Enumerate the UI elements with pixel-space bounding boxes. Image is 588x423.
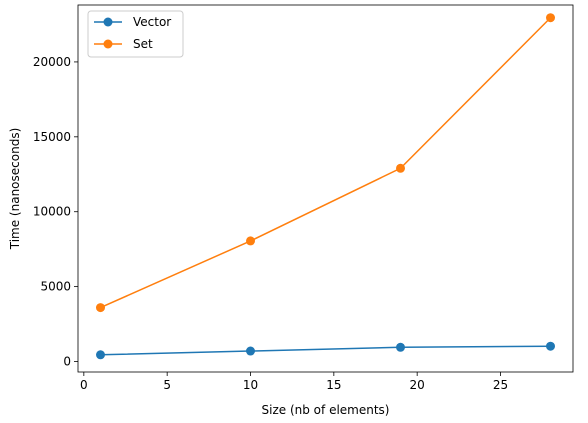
set-data-point [246,236,255,246]
vector-data-point [396,342,405,352]
y-tick-label: 15000 [33,130,71,144]
x-tick-label: 5 [163,378,171,392]
legend-set-marker [103,39,113,49]
y-tick-label: 20000 [33,55,71,69]
legend-set-label: Set [133,37,153,51]
y-axis-ticks: 0 5000 10000 15000 20000 [33,55,78,369]
legend-vector-label: Vector [133,15,171,29]
axes-frame [77,4,574,373]
set-series-line [100,17,552,309]
x-axis-label: Size (nb of elements) [262,403,390,417]
vector-data-point [96,350,105,360]
x-tick-label: 15 [326,378,341,392]
set-data-point [546,13,555,23]
vector-series-line [100,345,551,356]
x-tick-label: 25 [493,378,508,392]
set-data-point [396,163,405,173]
plot-marks [96,13,555,360]
y-tick-label: 10000 [33,205,71,219]
y-tick-label: 0 [63,355,71,369]
x-tick-label: 20 [410,378,425,392]
y-axis-label: Time (nanoseconds) [8,128,22,251]
set-data-point [96,303,105,313]
x-tick-label: 10 [243,378,258,392]
x-axis-ticks: 0 5 10 15 20 25 [80,372,508,392]
legend: Vector Set [87,10,184,58]
x-tick-label: 0 [80,378,88,392]
vector-data-point [246,346,255,356]
y-tick-label: 5000 [40,280,71,294]
vector-data-point [546,341,555,351]
legend-vector-marker [103,17,113,27]
